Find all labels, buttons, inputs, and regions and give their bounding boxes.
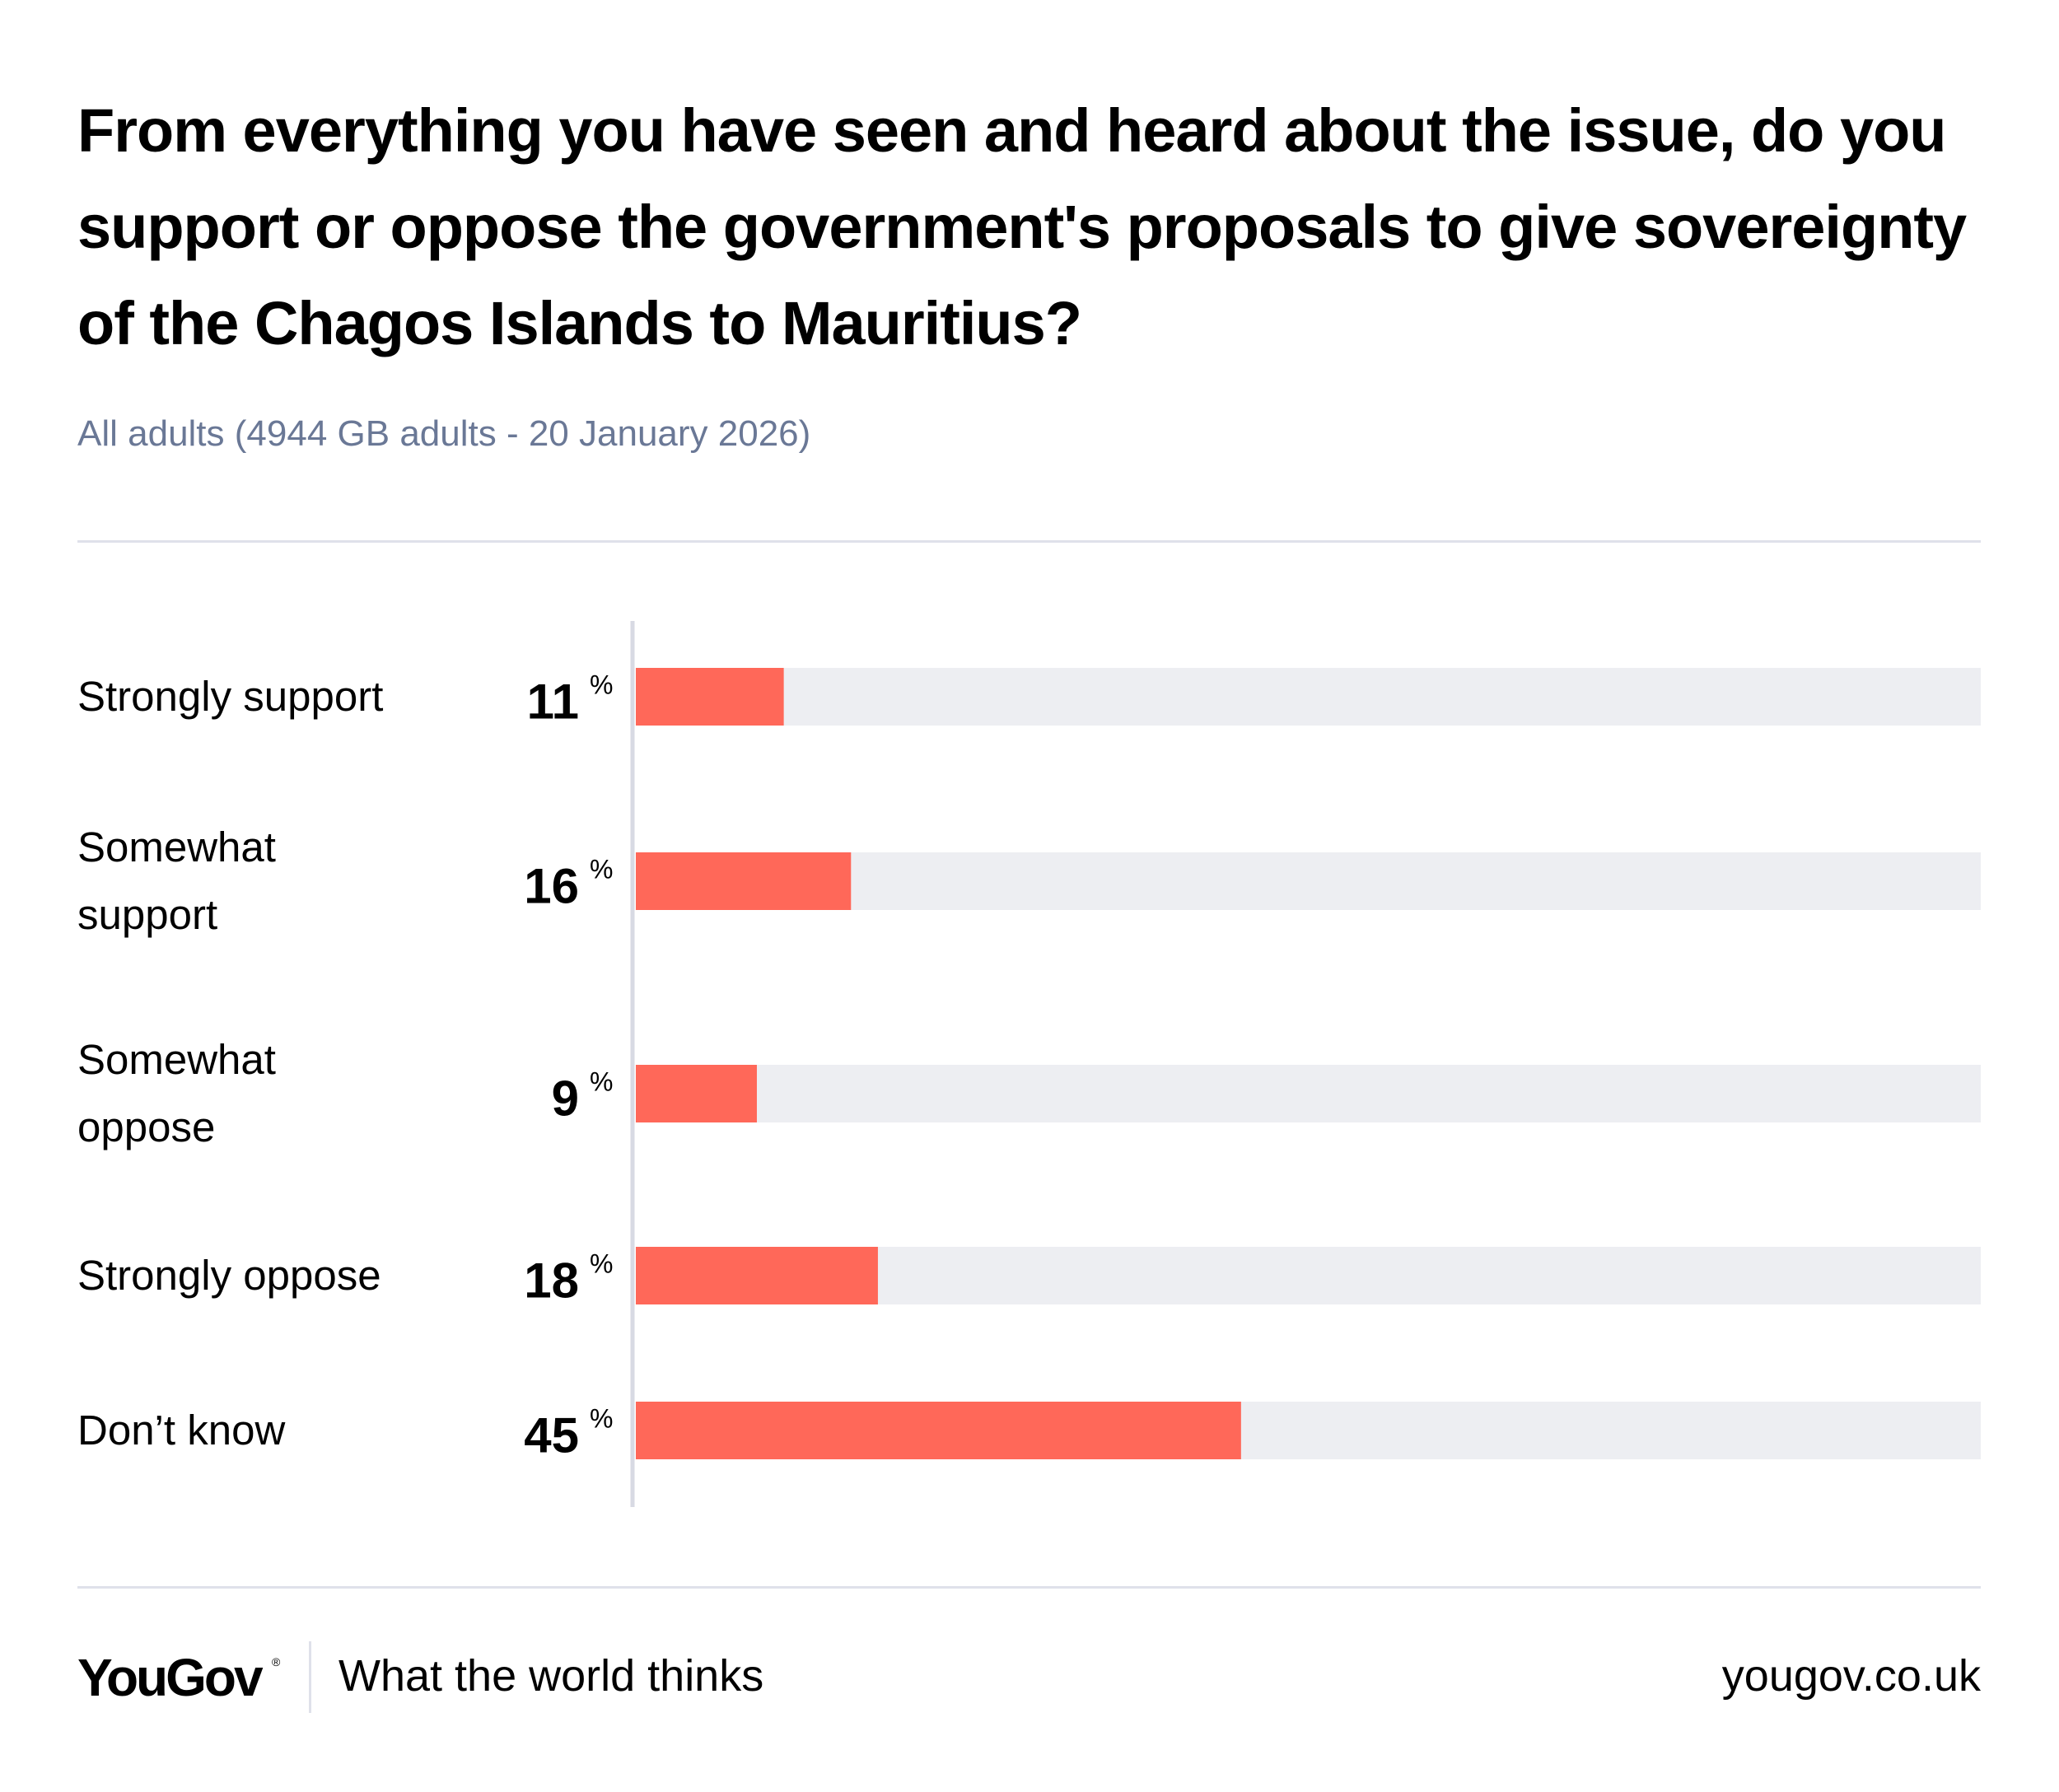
category-label: Strongly oppose (77, 1252, 381, 1299)
category-label: Somewhat support (77, 824, 276, 938)
value-unit: % (590, 1248, 614, 1279)
category-label: Somewhat oppose (77, 1036, 276, 1150)
brand-mark: ® (272, 1655, 281, 1668)
bar (636, 668, 784, 726)
bottom-rule (77, 1586, 1981, 1589)
bar-track (636, 1065, 1981, 1122)
footer-divider (309, 1641, 311, 1713)
footer-url: yougov.co.uk (1721, 1651, 1981, 1701)
value-unit: % (590, 1403, 614, 1434)
value-label: 11 (526, 674, 579, 730)
value-unit: % (590, 1066, 614, 1097)
top-rule (77, 540, 1981, 543)
chart-subtitle: All adults (4944 GB adults - 20 January … (77, 413, 811, 454)
category-label: Don’t know (77, 1407, 286, 1454)
bar (636, 1065, 757, 1122)
bar-track (636, 668, 1981, 726)
chart-title: From everything you have seen and heard … (77, 96, 1967, 357)
value-label: 18 (524, 1253, 579, 1309)
bar (636, 1247, 878, 1304)
value-unit: % (590, 670, 614, 700)
brand-logo: YouGov (77, 1648, 264, 1707)
bar-track (636, 852, 1981, 910)
bar (636, 1402, 1241, 1459)
value-label: 16 (524, 858, 579, 914)
value-label: 45 (524, 1407, 579, 1463)
category-label: Strongly support (77, 673, 384, 720)
tagline: What the world thinks (338, 1651, 764, 1701)
value-unit: % (590, 854, 614, 884)
value-label: 9 (551, 1071, 579, 1127)
bar (636, 852, 852, 910)
